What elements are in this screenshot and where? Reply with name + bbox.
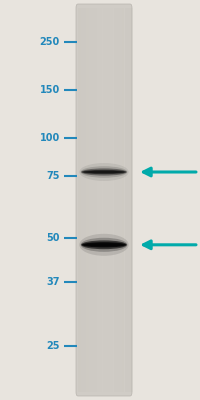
Text: 50: 50 bbox=[46, 233, 60, 243]
Ellipse shape bbox=[81, 166, 127, 178]
Ellipse shape bbox=[81, 240, 127, 249]
Text: 250: 250 bbox=[40, 37, 60, 47]
Ellipse shape bbox=[79, 163, 129, 181]
FancyBboxPatch shape bbox=[76, 4, 132, 396]
Ellipse shape bbox=[79, 234, 129, 256]
Text: 150: 150 bbox=[40, 85, 60, 95]
Ellipse shape bbox=[81, 238, 127, 252]
Text: 100: 100 bbox=[40, 133, 60, 143]
FancyBboxPatch shape bbox=[127, 8, 130, 392]
FancyBboxPatch shape bbox=[81, 8, 83, 392]
Ellipse shape bbox=[81, 168, 127, 176]
Ellipse shape bbox=[83, 171, 125, 173]
Ellipse shape bbox=[82, 242, 126, 248]
Ellipse shape bbox=[82, 170, 126, 174]
Ellipse shape bbox=[83, 243, 125, 246]
Text: 37: 37 bbox=[46, 277, 60, 287]
FancyBboxPatch shape bbox=[130, 8, 133, 392]
FancyBboxPatch shape bbox=[78, 8, 81, 392]
Text: 25: 25 bbox=[46, 341, 60, 351]
Text: 75: 75 bbox=[46, 171, 60, 181]
